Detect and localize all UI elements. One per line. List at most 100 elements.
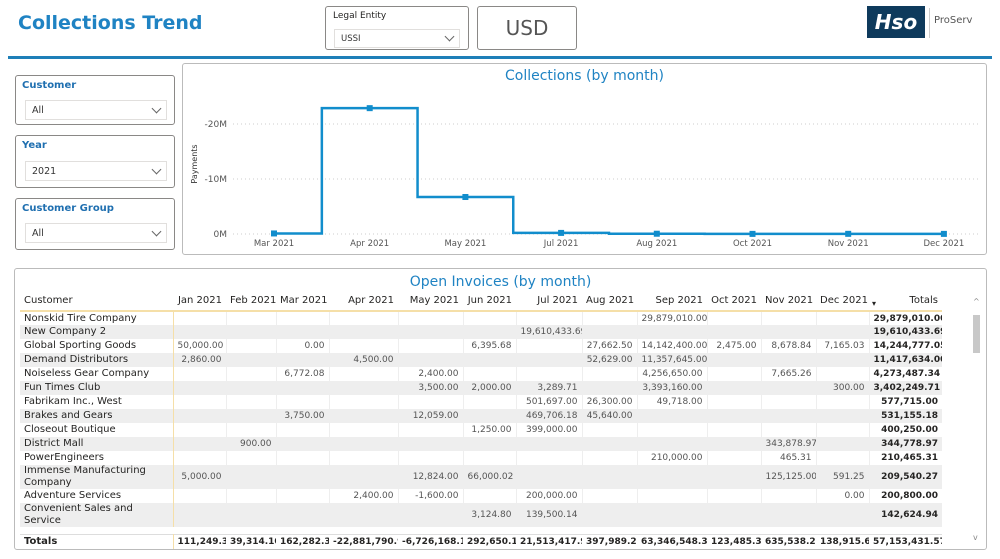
table-row[interactable]: PowerEngineers 210,000.00 465.31 210,465.31 <box>20 451 942 465</box>
column-header[interactable]: Nov 2021 <box>761 291 816 312</box>
amount-cell <box>815 423 869 437</box>
column-header[interactable]: Aug 2021 <box>582 291 637 312</box>
column-header[interactable]: Feb 2021 <box>226 291 276 312</box>
scroll-up-icon[interactable]: ^ <box>973 297 980 306</box>
currency-card: USD <box>477 6 577 50</box>
scroll-down-icon[interactable]: v <box>973 533 978 542</box>
table-row[interactable]: Demand Distributors 2,860.00 4,500.00 52,62… <box>20 353 942 367</box>
amount-cell: 29,879,010.00 <box>636 311 707 325</box>
amount-cell: 900.00 <box>225 437 276 451</box>
page-title: Collections Trend <box>18 12 203 34</box>
year-dropdown[interactable]: 2021 <box>25 161 167 181</box>
x-tick-label: Jul 2021 <box>543 239 579 249</box>
table-row[interactable]: Nonskid Tire Company 29,879,010.00 29,879,… <box>20 311 942 325</box>
x-tick-label: Aug 2021 <box>636 239 677 249</box>
column-header[interactable]: Mar 2021 <box>276 291 329 312</box>
amount-cell <box>636 489 707 503</box>
amount-cell <box>636 409 707 423</box>
open-invoices-table-wrap: Customer Jan 2021 Feb 2021 Mar 2021 Apr 2021… <box>20 291 950 549</box>
customer-group-dropdown[interactable]: All <box>25 223 167 243</box>
column-header[interactable]: May 2021 <box>398 291 463 312</box>
amount-cell: 7,665.26 <box>760 367 816 381</box>
data-point <box>558 229 565 236</box>
collections-chart: 0M -10M -20M Payments Mar 2021 Apr 2021 May 20… <box>190 105 978 249</box>
amount-cell <box>706 423 761 437</box>
customer-slicer-label: Customer <box>22 80 77 91</box>
column-header[interactable]: Apr 2021 <box>329 291 398 312</box>
amount-cell: 6,772.08 <box>275 367 329 381</box>
x-tick-label: Dec 2021 <box>924 239 965 249</box>
amount-cell <box>636 325 707 339</box>
table-row[interactable]: Immense Manufacturing Company 5,000.00 12,… <box>20 465 942 489</box>
amount-cell <box>275 423 329 437</box>
row-total-cell: 3,402,249.71 <box>868 381 942 395</box>
column-header[interactable]: Oct 2021 <box>707 291 761 312</box>
column-header[interactable]: Jun 2021 <box>463 291 516 312</box>
amount-cell <box>815 503 869 527</box>
table-row[interactable]: Fabrikam Inc., West 501,697.00 26,300.00 49… <box>20 395 942 409</box>
customer-name-cell: Immense Manufacturing Company <box>20 465 174 489</box>
x-tick-label: May 2021 <box>444 239 486 249</box>
amount-cell <box>515 465 582 489</box>
amount-cell: 50,000.00 <box>172 339 226 353</box>
amount-cell <box>172 423 226 437</box>
amount-cell <box>328 395 398 409</box>
amount-cell <box>275 451 329 465</box>
amount-cell <box>706 437 761 451</box>
data-point <box>845 230 852 237</box>
table-row[interactable]: New Company 2 19,610,433.69 19,610,433.69 <box>20 325 942 339</box>
customer-value: All <box>32 104 44 116</box>
table-row[interactable]: Closeout Boutique 1,250.00 399,000.00 400,2… <box>20 423 942 437</box>
legal-entity-dropdown[interactable]: USSI <box>334 29 460 48</box>
customer-slicer: Customer All <box>15 75 175 125</box>
row-total-cell: 19,610,433.69 <box>868 325 942 339</box>
row-total-cell: 14,244,777.05 <box>868 339 942 353</box>
table-row[interactable]: Noiseless Gear Company 6,772.08 2,400.00 4,… <box>20 367 942 381</box>
customer-name-cell: District Mall <box>20 437 174 451</box>
customer-name-cell: Fun Times Club <box>20 381 174 395</box>
amount-cell: -1,600.00 <box>397 489 463 503</box>
customer-group-slicer-label: Customer Group <box>22 203 114 214</box>
table-row[interactable]: Adventure Services 2,400.00 -1,600.00 200,0… <box>20 489 942 503</box>
column-header[interactable]: Dec 2021 <box>816 291 869 312</box>
table-row[interactable]: Convenient Sales and Service 3,124.80 139,… <box>20 503 942 527</box>
column-header[interactable]: Jan 2021 <box>173 291 226 312</box>
amount-cell: 300.00 <box>815 381 869 395</box>
table-row[interactable]: Global Sporting Goods 50,000.00 0.00 6,395.… <box>20 339 942 353</box>
scrollbar-thumb[interactable] <box>973 315 980 353</box>
amount-cell <box>397 395 463 409</box>
row-total-cell: 4,273,487.34 <box>868 367 942 381</box>
amount-cell: 3,393,160.00 <box>636 381 707 395</box>
table-scrollbar[interactable]: ^ v <box>971 297 983 542</box>
amount-cell <box>275 503 329 527</box>
table-row[interactable]: District Mall 900.00 343,878.97 344,778.97 <box>20 437 942 451</box>
amount-cell <box>397 353 463 367</box>
customer-name-cell: Brakes and Gears <box>20 409 174 423</box>
amount-cell <box>225 367 276 381</box>
customer-dropdown[interactable]: All <box>25 100 167 120</box>
amount-cell <box>462 409 516 423</box>
amount-cell: 0.00 <box>815 489 869 503</box>
open-invoices-panel: Open Invoices (by month) Customer Jan 202… <box>14 268 987 550</box>
table-row[interactable]: Fun Times Club 3,500.00 2,000.00 3,289.71 3,… <box>20 381 942 395</box>
amount-cell <box>815 325 869 339</box>
column-header[interactable]: ▾ Totals <box>869 291 942 312</box>
amount-cell <box>275 311 329 325</box>
column-header[interactable]: Jul 2021 <box>516 291 582 312</box>
amount-cell <box>815 451 869 465</box>
amount-cell: 0.00 <box>275 339 329 353</box>
amount-cell: 49,718.00 <box>636 395 707 409</box>
amount-cell <box>581 489 637 503</box>
column-total-cell: 162,282.31 <box>276 534 329 549</box>
column-header-customer[interactable]: Customer <box>20 291 173 312</box>
amount-cell <box>706 465 761 489</box>
amount-cell <box>225 325 276 339</box>
x-tick-label: Mar 2021 <box>254 239 294 249</box>
totals-table: Totals111,249.3839,314.10162,282.31-22,8… <box>20 534 942 549</box>
row-total-cell: 400,250.00 <box>868 423 942 437</box>
amount-cell <box>760 395 816 409</box>
amount-cell <box>397 423 463 437</box>
column-header[interactable]: Sep 2021 <box>637 291 707 312</box>
sort-desc-icon[interactable]: ▾ <box>872 299 877 308</box>
table-row[interactable]: Brakes and Gears 3,750.00 12,059.00 469,706… <box>20 409 942 423</box>
